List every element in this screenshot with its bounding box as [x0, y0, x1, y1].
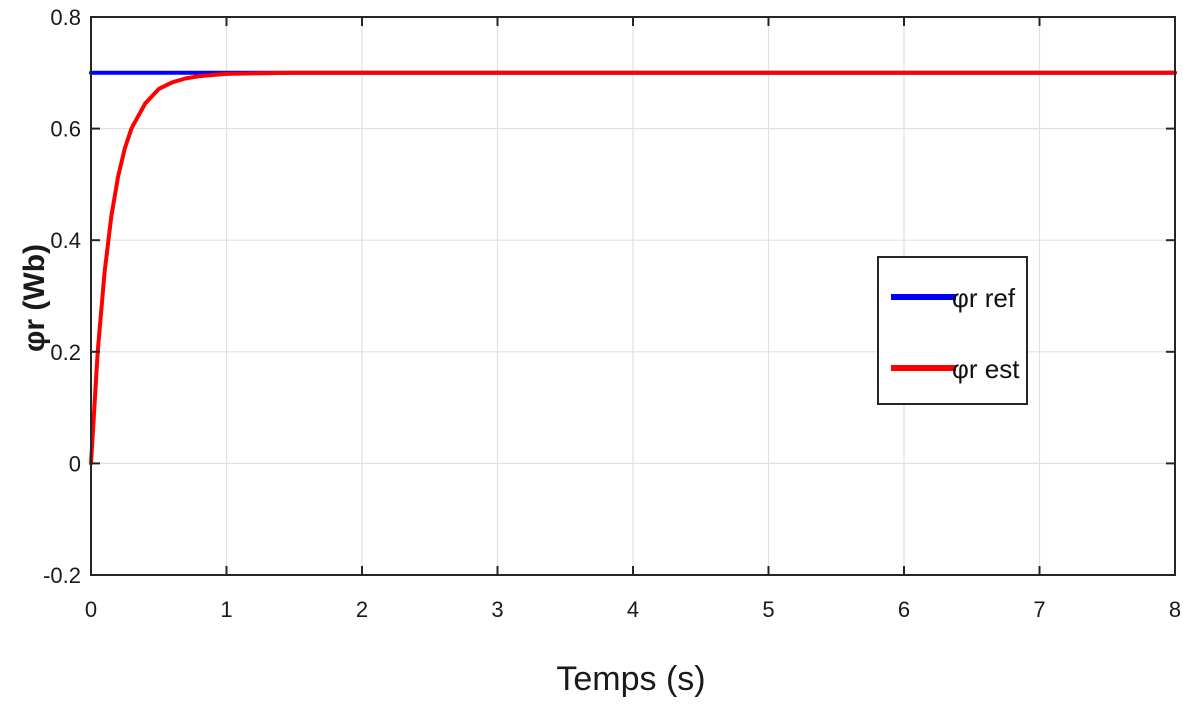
series-line-1 [89, 70, 1177, 466]
legend: φr ref φr est [877, 256, 1028, 405]
y-tick-label: 0.8 [50, 5, 81, 30]
x-axis-title: Temps (s) [556, 660, 705, 698]
x-tick-label: 0 [85, 597, 97, 622]
legend-label-est: φr est [952, 354, 1020, 384]
x-tick-label: 7 [1033, 597, 1045, 622]
y-axis-title: φr (Wb) [18, 244, 51, 352]
series-layer [89, 70, 1177, 466]
legend-box [877, 256, 1028, 405]
y-tick-label: 0.2 [50, 340, 81, 365]
y-tick-label: 0.4 [50, 228, 81, 253]
x-tick-label: 5 [762, 597, 774, 622]
x-tick-label: 4 [627, 597, 639, 622]
ticks: 0 1 2 3 4 5 6 7 8-0.200.20.40.60.8 [43, 5, 1181, 622]
x-tick-label: 3 [491, 597, 503, 622]
x-tick-label: 6 [898, 597, 910, 622]
x-tick-label: 8 [1169, 597, 1181, 622]
y-tick-label: 0.6 [50, 117, 81, 142]
x-tick-label: 1 [220, 597, 232, 622]
y-tick-label: -0.2 [43, 563, 81, 588]
y-tick-label: 0 [69, 451, 81, 476]
x-tick-label: 2 [356, 597, 368, 622]
legend-label-ref: φr ref [952, 283, 1016, 313]
